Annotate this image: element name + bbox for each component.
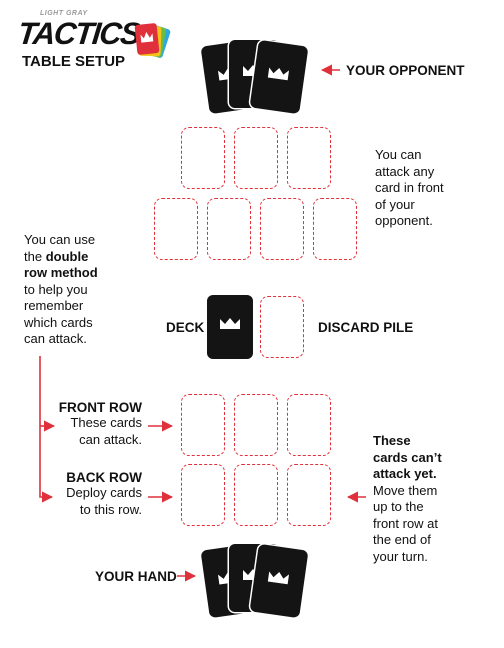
brand-cards-icon <box>134 23 171 58</box>
back-row-slot-3 <box>287 464 331 526</box>
opponent-back-slot-1 <box>181 127 225 189</box>
opponent-label: YOUR OPPONENT <box>346 63 465 78</box>
opponent-back-slot-2 <box>234 127 278 189</box>
method-bracket-line <box>39 356 54 503</box>
opponent-front-slot-1 <box>154 198 198 260</box>
opponent-front-slot-4 <box>313 198 357 260</box>
brand-subtitle: LIGHT GRAY <box>40 10 88 17</box>
opponent-front-slot-2 <box>207 198 251 260</box>
front-row-slot-1 <box>181 394 225 456</box>
method-note: You can use the double row method to hel… <box>24 232 98 346</box>
back-row-slot-2 <box>234 464 278 526</box>
front-row-slot-2 <box>234 394 278 456</box>
crown-icon <box>267 67 290 81</box>
hand-label: YOUR HAND <box>95 569 177 584</box>
front-row-slot-3 <box>287 394 331 456</box>
deck-card <box>207 295 253 359</box>
front-row-label: FRONT ROW These cards can attack. <box>58 400 142 447</box>
back-row-slot-1 <box>181 464 225 526</box>
discard-slot <box>260 296 304 358</box>
opponent-card-3 <box>249 39 309 115</box>
opponent-front-slot-3 <box>260 198 304 260</box>
cant-attack-note: These cards can’t attack yet. Move them … <box>373 433 442 564</box>
attack-note: You can attack any card in front of your… <box>375 147 444 228</box>
crown-icon <box>267 571 290 585</box>
discard-label: DISCARD PILE <box>318 320 414 335</box>
crown-icon <box>220 318 240 329</box>
deck-label: DECK <box>166 320 205 335</box>
hand-card-3 <box>249 543 309 619</box>
page-title: TABLE SETUP <box>22 53 126 70</box>
back-row-label: BACK ROW Deploy cards to this row. <box>66 470 142 517</box>
opponent-back-slot-3 <box>287 127 331 189</box>
